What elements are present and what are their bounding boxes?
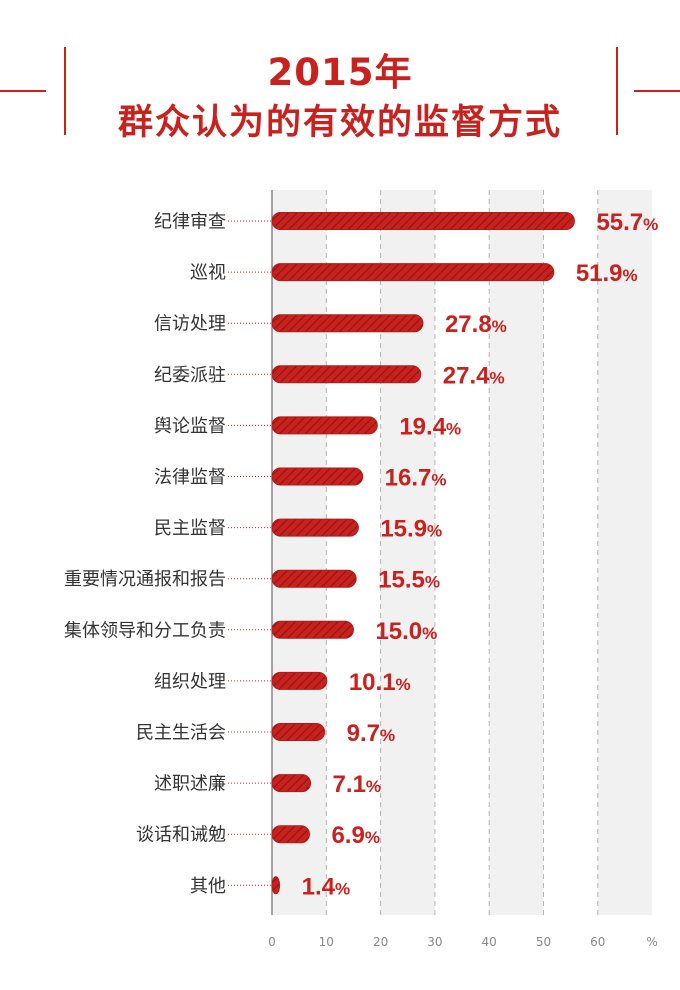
bar xyxy=(271,569,357,588)
x-tick-label: 10 xyxy=(319,935,334,949)
value-label: 10.1% xyxy=(349,669,411,696)
grid-band xyxy=(489,190,544,915)
bar xyxy=(271,876,281,895)
chart-title: 群众认为的有效的监督方式 xyxy=(117,103,562,143)
grid-band xyxy=(326,190,381,915)
value-label: 27.4% xyxy=(443,362,505,389)
category-label: 民主生活会 xyxy=(136,723,226,744)
frame-left-vertical xyxy=(64,47,66,135)
value-label: 15.5% xyxy=(378,567,440,594)
category-label: 信访处理 xyxy=(154,314,226,335)
category-label: 纪律审查 xyxy=(154,212,226,233)
bar xyxy=(271,416,378,435)
bar xyxy=(271,314,424,333)
category-label: 巡视 xyxy=(190,263,226,284)
x-tick-label: 60 xyxy=(590,935,605,949)
category-label: 纪委派驻 xyxy=(154,365,226,386)
grid-band xyxy=(380,190,435,915)
category-label: 谈话和诫勉 xyxy=(136,825,226,846)
value-label: 51.9% xyxy=(576,260,638,287)
bar xyxy=(271,212,575,230)
x-tick-label: 40 xyxy=(482,935,497,949)
x-tick-label: 30 xyxy=(427,935,442,949)
bar xyxy=(271,467,364,486)
bar xyxy=(271,774,312,793)
category-label: 法律监督 xyxy=(154,467,226,488)
grid-band xyxy=(272,190,327,915)
value-label: 1.4% xyxy=(302,873,351,900)
value-label: 16.7% xyxy=(385,465,447,492)
category-label: 述职述廉 xyxy=(154,774,226,795)
frame-right-vertical xyxy=(616,47,618,135)
x-tick-label: 0 xyxy=(268,935,276,949)
frame-left-horizontal xyxy=(0,90,46,92)
category-label: 其他 xyxy=(190,876,226,897)
frame-right-horizontal xyxy=(634,90,680,92)
bar xyxy=(271,671,328,690)
x-tick-label: 20 xyxy=(373,935,388,949)
category-label: 集体领导和分工负责 xyxy=(64,620,226,641)
value-label: 27.8% xyxy=(445,311,507,338)
grid-band xyxy=(597,190,653,915)
category-label: 组织处理 xyxy=(154,671,226,692)
category-label: 重要情况通报和报告 xyxy=(64,569,226,590)
bar xyxy=(271,825,310,844)
value-label: 15.0% xyxy=(375,618,437,645)
category-label: 民主监督 xyxy=(154,518,226,539)
value-label: 19.4% xyxy=(399,413,461,440)
bar xyxy=(271,723,326,741)
bar xyxy=(271,620,354,639)
category-label: 舆论监督 xyxy=(154,416,226,437)
bar xyxy=(271,263,555,282)
bar xyxy=(271,518,359,537)
bar xyxy=(271,365,422,384)
grid-band xyxy=(543,190,598,915)
x-tick-label: 50 xyxy=(536,935,551,949)
x-tick-label: % xyxy=(646,935,657,949)
grid-band xyxy=(434,190,490,915)
value-label: 55.7% xyxy=(596,209,658,236)
chart-title-year: 2015年 xyxy=(267,51,413,94)
value-label: 15.9% xyxy=(380,516,442,543)
value-label: 6.9% xyxy=(331,822,380,849)
value-label: 7.1% xyxy=(333,771,382,798)
value-label: 9.7% xyxy=(347,720,396,747)
